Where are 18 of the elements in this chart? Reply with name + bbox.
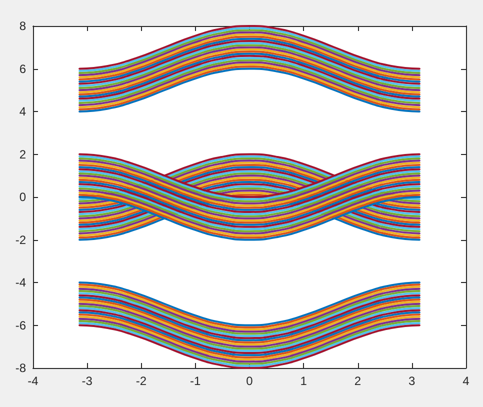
x-tick-label: 4 <box>462 374 470 388</box>
y-tick-label: 6 <box>19 62 26 76</box>
y-tick-label: 4 <box>19 104 26 118</box>
y-tick-label: -8 <box>15 361 26 375</box>
x-tick-label: -4 <box>28 374 39 388</box>
x-tick-label: 1 <box>300 374 308 388</box>
x-tick-label: 0 <box>246 374 254 388</box>
x-tick-label: 3 <box>408 374 416 388</box>
y-tick-label: -2 <box>15 232 26 247</box>
x-tick-label: -3 <box>82 374 93 388</box>
x-tick-label: -1 <box>190 374 202 388</box>
y-tick-label: 2 <box>19 147 26 162</box>
x-tick-label: 2 <box>354 374 362 388</box>
y-tick-label: 0 <box>19 190 26 204</box>
y-tick-label: -6 <box>15 318 26 332</box>
y-tick-label: 8 <box>19 19 26 33</box>
x-tick-label: -2 <box>136 374 147 388</box>
y-tick-label: -4 <box>15 276 26 290</box>
